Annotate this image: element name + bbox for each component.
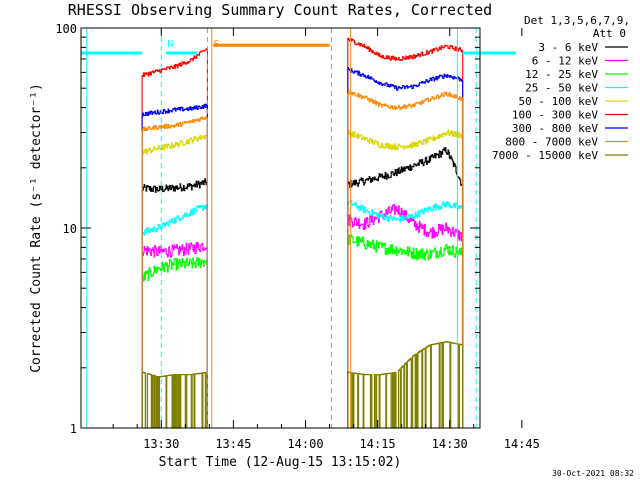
series-trace xyxy=(347,203,464,428)
footer-date: 30-Oct-2021 08:32 xyxy=(552,469,634,478)
chart-title: RHESSI Observing Summary Count Rates, Co… xyxy=(68,1,492,19)
series-25-50-kev xyxy=(141,199,464,428)
x-tick-label: 13:30 xyxy=(143,437,179,451)
y-axis-ticks: 1 10 100 xyxy=(55,22,480,436)
y-tick-label: 1 xyxy=(70,422,77,436)
x-tick-label: 14:45 xyxy=(504,437,540,451)
series-6-12-kev xyxy=(141,203,464,428)
x-tick-label: 14:00 xyxy=(287,437,323,451)
series-800-7000-kev xyxy=(141,89,464,428)
x-tick-label: 13:45 xyxy=(215,437,251,451)
series-trace xyxy=(141,202,208,428)
series-trace xyxy=(141,240,208,428)
legend-label: 7000 - 15000 keV xyxy=(492,149,598,162)
legend-label: 800 - 7000 keV xyxy=(505,136,598,149)
legend-header-attenuator: Att 0 xyxy=(593,27,626,40)
legend-label: 25 - 50 keV xyxy=(525,82,598,95)
legend-label: 50 - 100 keV xyxy=(519,95,599,108)
series-12-25-kev xyxy=(141,234,464,428)
y-tick-label: 10 xyxy=(63,222,77,236)
series-trace xyxy=(347,129,464,428)
x-tick-label: 14:30 xyxy=(432,437,468,451)
series-trace xyxy=(141,116,208,428)
series-trace xyxy=(347,199,464,428)
series-3-6-kev xyxy=(141,147,464,428)
marker-label: N xyxy=(167,39,173,50)
legend-label: 300 - 800 keV xyxy=(512,122,598,135)
legend-label: 100 - 300 keV xyxy=(512,109,598,122)
series-7000-15000-kev xyxy=(141,341,464,429)
series-trace xyxy=(141,371,209,429)
series-trace xyxy=(141,103,208,428)
series-trace xyxy=(347,234,464,428)
series-100-300-kev xyxy=(141,37,464,428)
x-axis-ticks: 13:30 13:45 14:00 14:15 14:30 14:45 xyxy=(112,28,540,451)
series-trace xyxy=(141,178,208,428)
series-trace xyxy=(347,37,464,428)
series-trace xyxy=(141,134,208,428)
series-layer xyxy=(141,37,464,429)
legend-label: 12 - 25 keV xyxy=(525,68,598,81)
marker-label: S xyxy=(213,39,219,50)
series-trace xyxy=(141,255,208,428)
series-trace xyxy=(347,89,464,428)
series-50-100-kev xyxy=(141,129,464,428)
legend-label: 6 - 12 keV xyxy=(532,55,599,68)
legend-label: 3 - 6 keV xyxy=(538,41,598,54)
y-axis-title: Corrected Count Rate (s⁻¹ detector⁻¹) xyxy=(29,83,44,373)
x-tick-label: 14:15 xyxy=(360,437,396,451)
series-300-800-kev xyxy=(141,67,464,428)
legend-header-detectors: Det 1,3,5,6,7,9, xyxy=(524,14,630,27)
series-trace xyxy=(347,67,464,428)
plot-frame xyxy=(80,27,481,429)
series-trace xyxy=(347,147,464,428)
y-tick-label: 100 xyxy=(55,22,77,36)
x-axis-title: Start Time (12-Aug-15 13:15:02) xyxy=(159,455,402,470)
series-trace xyxy=(347,341,464,429)
series-trace xyxy=(141,48,208,428)
